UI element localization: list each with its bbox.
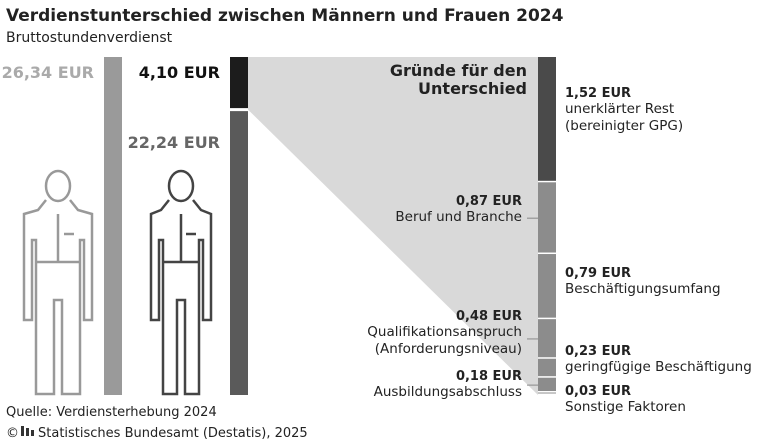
bar [230, 57, 248, 109]
value-label: 0,18 EUR [455, 369, 522, 384]
value-label: 0,03 EUR [565, 384, 632, 399]
reason-label: Beschäftigungsumfang [565, 281, 721, 297]
reason-segment [538, 392, 556, 394]
value-label: 4,10 EUR [138, 63, 220, 82]
reason-segment [538, 254, 556, 318]
value-label: 1,52 EUR [565, 86, 632, 101]
reason-segment [538, 57, 556, 181]
logo-icon [31, 430, 34, 436]
value-label: 0,23 EUR [565, 344, 632, 359]
copyright-symbol: © [6, 426, 19, 441]
reason-label: Ausbildungsabschluss [373, 384, 522, 400]
woman-icon [149, 169, 213, 396]
reasons-title: Gründe für den Unterschied [389, 61, 527, 98]
reason-label: Beruf und Branche [395, 209, 522, 225]
logo-icon [26, 428, 29, 436]
reason-label: geringfügige Beschäftigung [565, 359, 752, 375]
connector [248, 57, 538, 395]
bar [104, 57, 122, 395]
logo-icon [21, 426, 24, 436]
value-label: 0,48 EUR [455, 309, 522, 324]
subtitle: Bruttostundenverdienst [6, 30, 173, 46]
bar [230, 111, 248, 395]
value-label: 26,34 EUR [1, 63, 94, 82]
source: Quelle: Verdiensterhebung 2024 [6, 405, 217, 420]
reason-label: Qualifikationsanspruch (Anforderungsnive… [367, 324, 522, 357]
chart-title: Verdienstunterschied zwischen Männern un… [6, 6, 564, 26]
value-label: 22,24 EUR [127, 133, 220, 152]
man-icon [22, 169, 94, 396]
value-label: 0,87 EUR [455, 194, 522, 209]
reason-label: Sonstige Faktoren [565, 399, 686, 415]
reason-label: unerklärter Rest (bereinigter GPG) [565, 101, 684, 134]
reason-segment [538, 182, 556, 253]
reason-segment [538, 319, 556, 358]
copyright: Statistisches Bundesamt (Destatis), 2025 [38, 426, 308, 441]
reason-segment [538, 377, 556, 392]
reason-segment [538, 358, 556, 377]
value-label: 0,79 EUR [565, 266, 632, 281]
